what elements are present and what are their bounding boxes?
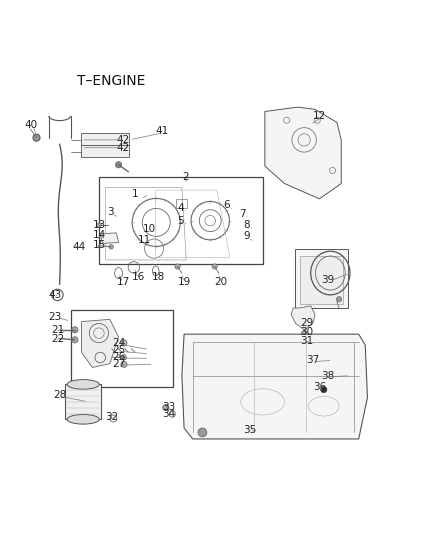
Polygon shape <box>265 107 341 199</box>
Text: 10: 10 <box>143 224 156 235</box>
Text: 30: 30 <box>300 327 313 337</box>
Text: 29: 29 <box>300 318 313 328</box>
Text: 5: 5 <box>177 216 184 225</box>
Text: 33: 33 <box>162 402 176 412</box>
Text: 14: 14 <box>92 230 106 240</box>
Text: 27: 27 <box>112 359 125 369</box>
Text: 24: 24 <box>112 338 125 348</box>
Text: 23: 23 <box>49 312 62 322</box>
Text: 12: 12 <box>313 111 326 121</box>
Circle shape <box>121 340 127 346</box>
Text: 44: 44 <box>73 242 86 252</box>
Circle shape <box>72 337 78 343</box>
Text: 3: 3 <box>107 207 113 217</box>
Polygon shape <box>100 233 119 244</box>
Text: 13: 13 <box>92 220 106 230</box>
Text: 15: 15 <box>92 240 106 249</box>
Text: 43: 43 <box>49 290 62 300</box>
Text: 9: 9 <box>243 231 250 241</box>
Circle shape <box>72 327 78 333</box>
Polygon shape <box>295 249 348 308</box>
Circle shape <box>175 264 180 269</box>
Text: 41: 41 <box>155 126 169 136</box>
Text: T–ENGINE: T–ENGINE <box>77 74 145 88</box>
Text: 28: 28 <box>53 390 66 400</box>
Circle shape <box>198 428 207 437</box>
Text: 42: 42 <box>117 143 130 153</box>
Circle shape <box>321 386 327 393</box>
Text: 26: 26 <box>112 352 125 362</box>
Circle shape <box>121 354 127 360</box>
Text: 8: 8 <box>243 220 250 230</box>
Text: 38: 38 <box>321 370 335 381</box>
Text: 19: 19 <box>177 277 191 287</box>
Text: 20: 20 <box>215 277 228 287</box>
Polygon shape <box>291 306 315 330</box>
Ellipse shape <box>67 415 99 424</box>
Text: 6: 6 <box>223 200 230 211</box>
Polygon shape <box>81 145 130 157</box>
Text: 17: 17 <box>117 277 130 287</box>
Text: 25: 25 <box>112 345 125 356</box>
Text: 35: 35 <box>243 425 256 435</box>
Circle shape <box>301 331 307 337</box>
Circle shape <box>336 297 342 302</box>
Text: 40: 40 <box>25 119 38 130</box>
Bar <box>71 310 173 386</box>
Circle shape <box>162 405 169 410</box>
Circle shape <box>109 245 113 249</box>
Text: 32: 32 <box>106 412 119 422</box>
Polygon shape <box>182 334 367 439</box>
Text: 36: 36 <box>313 382 326 392</box>
Polygon shape <box>81 133 130 145</box>
Bar <box>176 199 187 208</box>
Polygon shape <box>81 319 119 367</box>
Text: 31: 31 <box>300 336 313 346</box>
Text: 39: 39 <box>321 274 335 285</box>
Text: 1: 1 <box>132 189 138 199</box>
Text: 16: 16 <box>132 272 145 282</box>
Text: 22: 22 <box>51 334 64 344</box>
Circle shape <box>212 264 217 269</box>
Circle shape <box>121 361 127 367</box>
Circle shape <box>116 161 122 168</box>
Text: 34: 34 <box>162 409 176 419</box>
Circle shape <box>33 134 40 141</box>
Polygon shape <box>300 256 343 304</box>
Bar <box>65 384 101 419</box>
Text: 18: 18 <box>151 272 165 282</box>
Bar <box>99 177 263 264</box>
Circle shape <box>97 223 101 227</box>
Text: 37: 37 <box>306 356 320 365</box>
Text: 7: 7 <box>239 209 245 219</box>
Text: 21: 21 <box>51 325 64 335</box>
Text: 42: 42 <box>117 135 130 145</box>
Ellipse shape <box>67 379 99 389</box>
Text: 4: 4 <box>177 203 184 213</box>
Text: 11: 11 <box>138 235 152 245</box>
Text: 2: 2 <box>182 172 188 182</box>
